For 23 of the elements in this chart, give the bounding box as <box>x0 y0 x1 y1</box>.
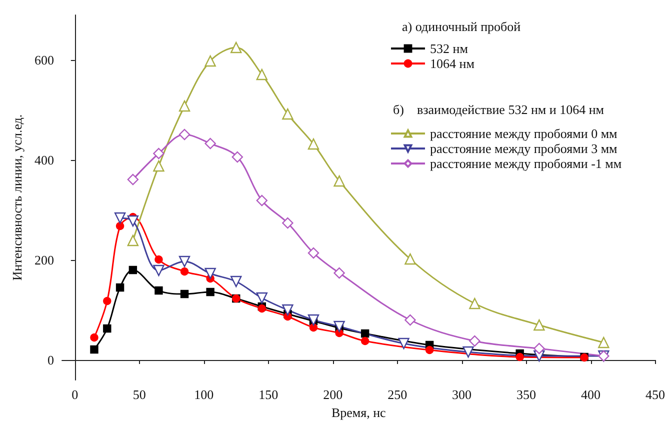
x-tick-label: 350 <box>516 387 536 402</box>
y-tick-label: 400 <box>34 152 54 168</box>
x-tick-label: 200 <box>323 387 343 402</box>
legend-label: расстояние между пробоями 3 мм <box>430 141 618 156</box>
annotation: а) одиночный пробой <box>402 19 521 34</box>
x-tick-label: 100 <box>194 387 214 402</box>
x-tick-label: 300 <box>452 387 472 402</box>
y-axis-title: Интенсивность линии, усл.ед. <box>10 114 25 281</box>
legend-label: 532 нм <box>430 41 468 56</box>
x-tick-label: 450 <box>646 387 665 402</box>
x-tick-label: 0 <box>72 387 78 402</box>
y-tick-label: 0 <box>48 352 54 368</box>
legend-label: расстояние между пробоями -1 мм <box>430 156 622 171</box>
x-tick-label: 250 <box>388 387 408 402</box>
legend-label: 1064 нм <box>430 56 474 71</box>
x-tick-label: 150 <box>258 387 278 402</box>
y-tick-label: 600 <box>34 52 54 68</box>
annotation: б) взаимодействие 532 нм и 1064 нм <box>393 102 604 117</box>
x-axis-title: Время, нс <box>331 404 386 420</box>
x-tick-label: 50 <box>132 387 146 402</box>
y-tick-label: 200 <box>34 252 54 268</box>
legend-label: расстояние между пробоями 0 мм <box>430 126 618 141</box>
x-tick-label: 400 <box>581 387 601 402</box>
